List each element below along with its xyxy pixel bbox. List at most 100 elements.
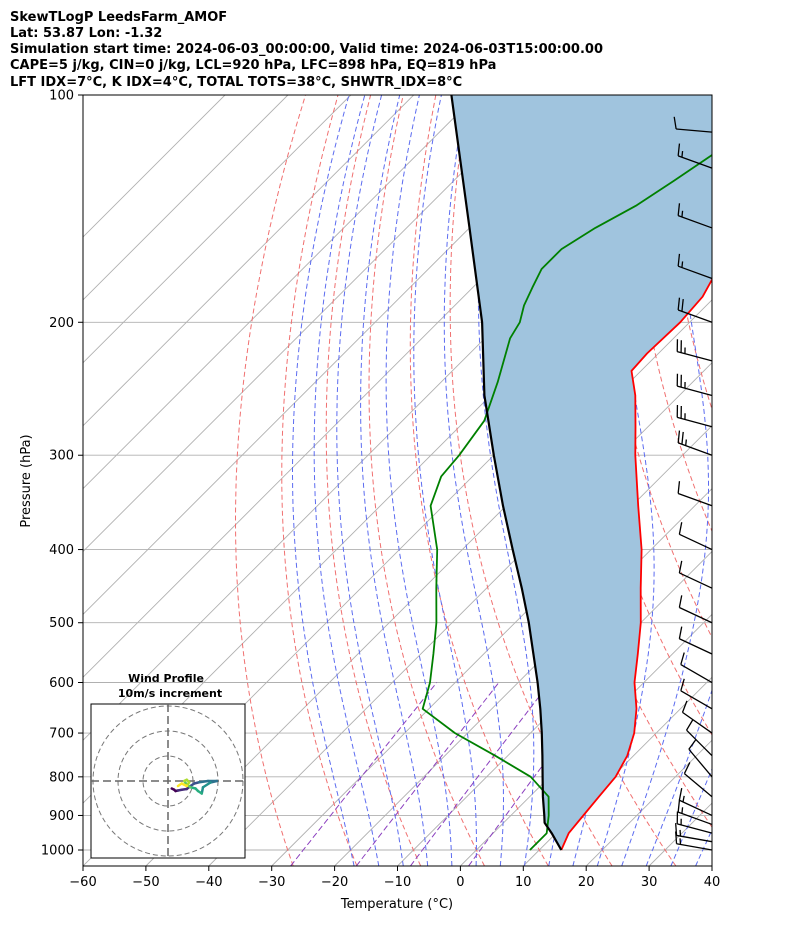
wind-barb-feather <box>678 560 683 574</box>
wind-barb-shaft <box>680 690 713 710</box>
parcel-profile-line <box>450 95 563 851</box>
hodograph-subtitle: 10m/s increment <box>118 687 222 700</box>
location-line: Lat: 53.87 Lon: -1.32 <box>10 26 162 41</box>
wind-barb-feather <box>681 261 684 268</box>
isotherm-line <box>271 425 712 866</box>
wind-barb-shaft <box>677 155 713 169</box>
hodograph-segment <box>201 781 212 789</box>
wind-barb-shaft <box>688 748 713 778</box>
x-tick-label: −40 <box>195 875 222 890</box>
moist-adiabat-line <box>336 95 404 866</box>
wind-barb-feather <box>677 297 681 311</box>
wind-barb <box>683 762 713 798</box>
moist-adiabat-line <box>385 95 453 866</box>
moist-adiabat-line <box>413 95 477 866</box>
wind-barb-shaft <box>677 350 713 362</box>
chart-header: SkewTLogP LeedsFarm_AMOF Lat: 53.87 Lon:… <box>10 10 603 90</box>
dry-adiabat-line <box>281 95 358 866</box>
wind-barb-feather <box>678 595 683 608</box>
wind-barb-shaft <box>676 128 713 133</box>
wind-barb-shaft <box>677 823 713 834</box>
wind-barb-shaft <box>677 442 713 456</box>
dry-adiabat-line <box>409 95 549 866</box>
wind-barb-feather <box>680 652 685 665</box>
wind-barb <box>678 560 713 589</box>
wind-barb <box>677 297 713 323</box>
wind-barb-feather <box>683 762 691 774</box>
y-tick-label: 800 <box>49 770 74 785</box>
wind-barb <box>677 203 713 229</box>
chart-title: SkewTLogP LeedsFarm_AMOF <box>10 10 227 25</box>
wind-barb-feather <box>678 787 683 801</box>
y-tick-label: 500 <box>49 616 74 631</box>
moist-adiabat-line <box>292 95 355 866</box>
y-tick-label: 700 <box>49 727 74 742</box>
wind-barb-shaft <box>679 799 713 817</box>
cape-shading <box>451 95 712 850</box>
isotherm-line <box>83 95 540 553</box>
wind-barb <box>677 143 713 169</box>
hodograph-plot <box>91 704 245 858</box>
wind-barb <box>677 481 713 507</box>
moist-adiabat-line <box>670 767 712 866</box>
wind-barb-shaft <box>677 309 713 323</box>
isotherm-line <box>397 550 712 866</box>
dry-adiabat-line <box>235 95 306 866</box>
mixing-ratio-line <box>409 682 551 866</box>
wind-barb-feather <box>677 143 681 156</box>
dry-adiabat-line <box>449 95 613 866</box>
x-axis-label: Temperature (°C) <box>340 897 453 912</box>
wind-barb-feather <box>681 298 684 312</box>
wind-barb-shaft <box>677 811 713 826</box>
wind-barb <box>677 253 713 280</box>
hodograph-segment <box>198 779 210 784</box>
wind-barb <box>678 626 713 655</box>
dry-adiabat-line <box>368 95 485 866</box>
moist-adiabat-line <box>313 95 380 866</box>
y-tick-label: 100 <box>49 89 74 104</box>
mixing-ratio-line <box>290 682 438 866</box>
isotherm-line <box>83 95 415 427</box>
wind-barb-shaft <box>677 416 713 428</box>
indices-line-1: CAPE=5 j/kg, CIN=0 j/kg, LCL=920 hPa, LF… <box>10 58 496 73</box>
wind-barb-shaft <box>682 711 713 734</box>
wind-barb-feather <box>677 253 681 267</box>
wind-barb-feather <box>677 799 681 813</box>
indices-line-2: LFT IDX=7°C, K IDX=4°C, TOTAL TOTS=38°C,… <box>10 75 462 90</box>
wind-barb-feather <box>675 823 678 836</box>
moist-adiabat-line <box>645 688 712 866</box>
wind-barb <box>676 405 713 428</box>
wind-barb-feather <box>681 151 684 158</box>
moist-adiabat-line <box>477 95 535 866</box>
x-tick-label: −50 <box>132 875 159 890</box>
x-tick-label: −20 <box>321 875 348 890</box>
wind-barb-feather <box>678 626 683 639</box>
y-tick-label: 300 <box>49 449 74 464</box>
wind-barb <box>676 811 713 834</box>
x-tick-label: 0 <box>456 875 464 890</box>
y-tick-label: 400 <box>49 543 74 558</box>
wind-barb <box>676 339 713 362</box>
wind-barb-shaft <box>676 843 713 851</box>
dry-adiabat-line <box>729 95 794 866</box>
wind-barb <box>680 678 713 710</box>
wind-barb-feather <box>677 203 681 216</box>
wind-barb-feather <box>681 807 684 814</box>
hodograph-segment <box>176 782 183 788</box>
isotherm-line <box>83 95 477 490</box>
wind-barb-shaft <box>686 729 713 757</box>
moist-adiabat-line <box>621 95 709 866</box>
isotherm-line <box>83 95 226 238</box>
wind-barb-shaft <box>679 572 713 589</box>
wind-barb <box>678 787 713 817</box>
wind-barb <box>688 738 713 778</box>
wind-barb-shaft <box>677 492 713 507</box>
wind-barb-feather <box>685 719 694 731</box>
x-tick-label: 20 <box>578 875 595 890</box>
x-tick-label: 40 <box>704 875 721 890</box>
wind-barb-feather <box>677 430 681 443</box>
x-tick-label: 10 <box>515 875 532 890</box>
wind-barb-feather <box>681 700 688 713</box>
isotherm-line <box>711 865 712 866</box>
